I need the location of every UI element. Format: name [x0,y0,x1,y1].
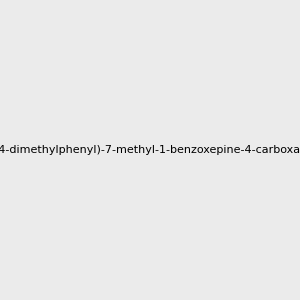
Text: N-(3,4-dimethylphenyl)-7-methyl-1-benzoxepine-4-carboxamide: N-(3,4-dimethylphenyl)-7-methyl-1-benzox… [0,145,300,155]
